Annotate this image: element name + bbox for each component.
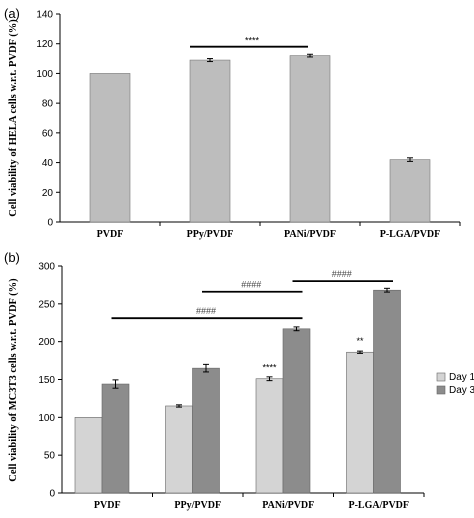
panel-b-bar-day3 (192, 367, 220, 494)
panel-b-bar-day1 (165, 405, 193, 494)
panel-b-bar-day3 (101, 383, 130, 494)
panel-b-comparison-label: #### (332, 269, 352, 279)
panel-b-significance-stars: ** (356, 336, 364, 346)
panel-b-y-tick-label: 300 (38, 262, 55, 273)
legend-swatch-day1 (436, 372, 446, 382)
panel-b-bar-day3 (373, 289, 401, 494)
panel-a-significance-label: **** (245, 36, 260, 46)
panel-b-x-tick-label: PPy/PVDF (174, 500, 221, 511)
panel-a-y-tick-label: 20 (42, 188, 54, 199)
panel-b-label: (b) (4, 250, 20, 265)
panel-a-bar (289, 55, 331, 223)
panel-a-label: (a) (4, 6, 20, 21)
panel-b-y-tick-label: 150 (38, 375, 55, 386)
panel-a-y-tick-label: 140 (36, 10, 53, 21)
panel-b-x-tick-label: PANi/PVDF (262, 500, 314, 511)
panel-a-y-tick-label: 120 (36, 39, 53, 50)
panel-a-x-tick-label: PANi/PVDF (284, 229, 336, 240)
panel-b-y-tick-label: 0 (49, 489, 55, 500)
panel-b-y-axis-title: Cell viability of MC3T3 cells w.r.t. PVD… (8, 278, 19, 482)
panel-a-y-axis-title: Cell viability of HELA cells w.r.t. PVDF… (8, 19, 19, 217)
panel-a-bar (189, 59, 231, 223)
panel-b-bar-day1 (74, 417, 103, 494)
panel-a-x-tick-label: P-LGA/PVDF (380, 229, 441, 240)
panel-b-annotations: ******############ (111, 269, 393, 372)
panel-b-chart: (b) Cell viability of MC3T3 cells w.r.t.… (4, 250, 474, 511)
panel-a-chart: (a) Cell viability of HELA cells w.r.t. … (4, 6, 461, 240)
panel-a-y-tick-label: 100 (36, 69, 53, 80)
panel-a-x-tick-label: PPy/PVDF (187, 229, 234, 240)
legend-swatch-day3 (436, 385, 446, 395)
panel-b-y-tick-label: 250 (38, 299, 55, 310)
panel-b-axes: 0 50 100 150 200 250 300 PVDF PPy/PVDF PANi/PVDF P… (38, 262, 425, 511)
panel-b-comparison-label: #### (196, 306, 216, 316)
panel-a-y-tick-label: 80 (42, 99, 54, 110)
panel-a-bar (389, 159, 431, 223)
legend-label-day3: Day 3 (449, 385, 474, 396)
panel-b-bars (74, 287, 401, 494)
panel-b-x-tick-label: PVDF (94, 500, 121, 511)
panel-a-y-tick-label: 60 (42, 128, 54, 139)
panel-b-significance-stars: **** (262, 362, 277, 372)
panel-b-y-tick-label: 50 (44, 451, 56, 462)
panel-b-x-tick-label: P-LGA/PVDF (348, 500, 409, 511)
panel-a-y-tick-label: 40 (42, 158, 54, 169)
panel-b-legend: Day 1 Day 3 (436, 372, 474, 396)
panel-b-bar-day1 (255, 378, 284, 494)
panel-a-x-tick-label: PVDF (97, 229, 124, 240)
panel-b-y-tick-label: 100 (38, 413, 55, 424)
panel-a-annotations: **** (190, 36, 308, 48)
panel-b-bar-day1 (346, 351, 374, 494)
panel-a-bars (89, 53, 431, 223)
panel-a-y-tick-label: 0 (47, 218, 53, 229)
panel-b-comparison-label: #### (241, 280, 261, 290)
legend-label-day1: Day 1 (449, 372, 474, 383)
panel-b-bar-day3 (282, 328, 311, 494)
panel-a-bar (89, 73, 131, 223)
panel-b-y-tick-label: 200 (38, 337, 55, 348)
